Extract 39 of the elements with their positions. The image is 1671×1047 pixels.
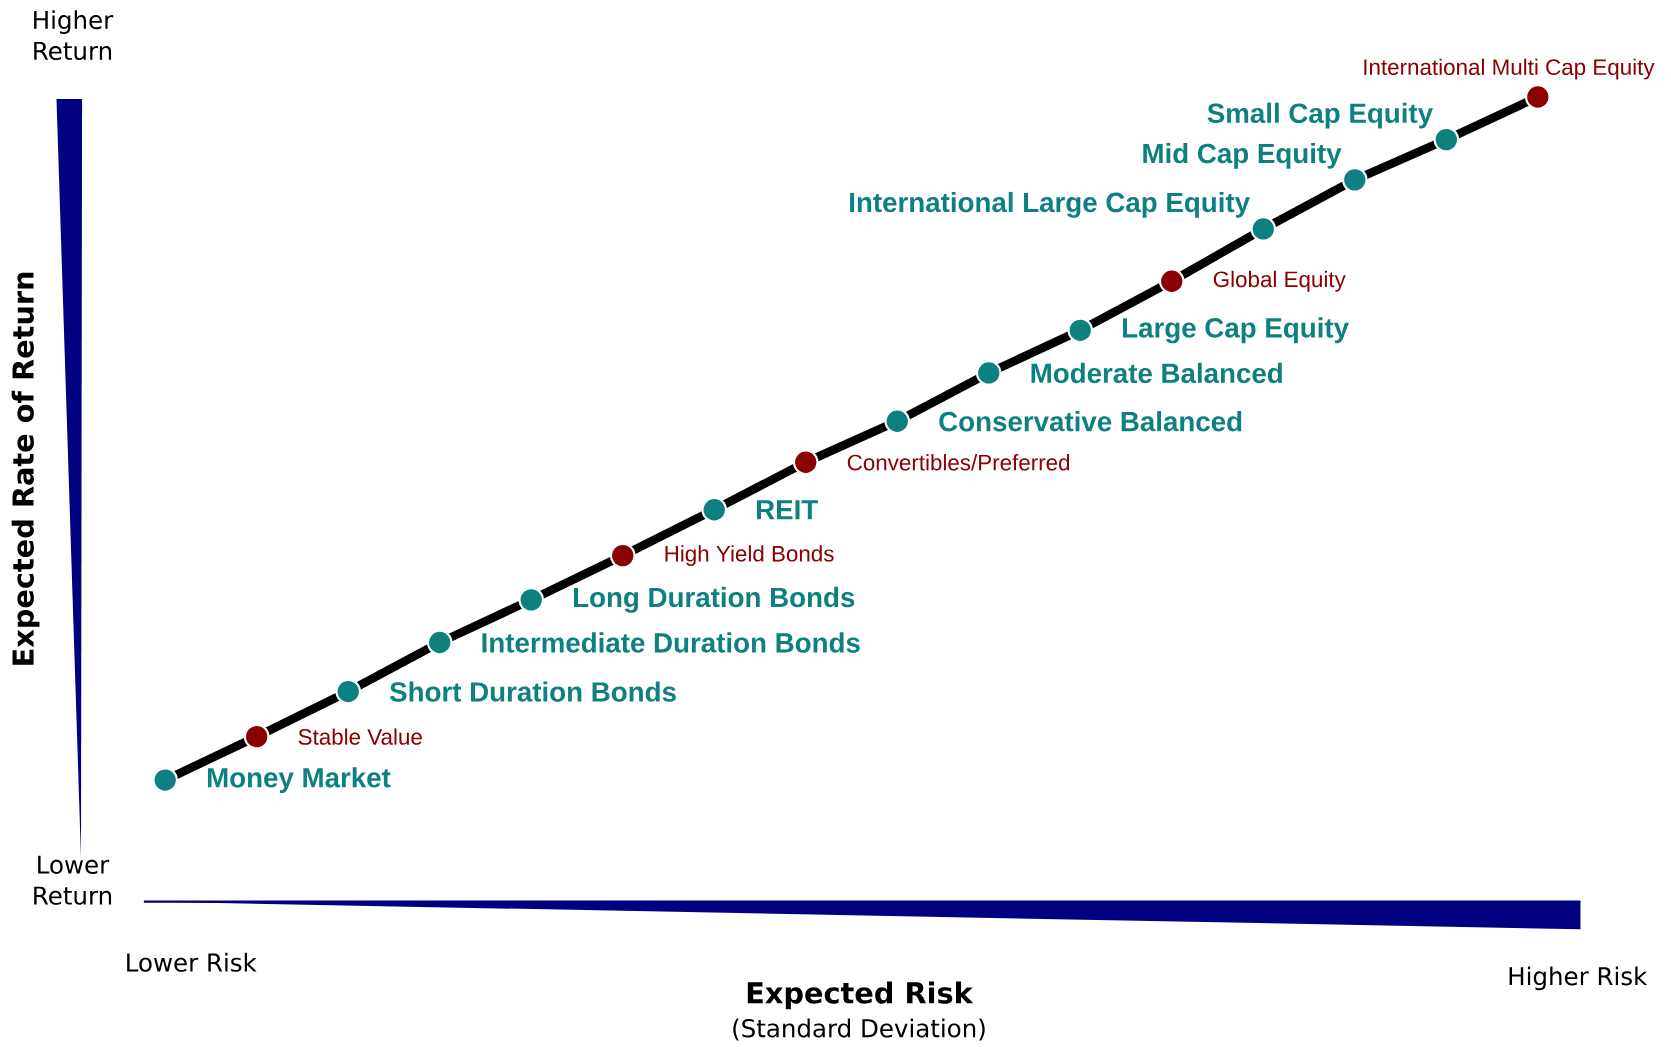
point bbox=[701, 497, 728, 523]
annotation: Small Cap Equity bbox=[1207, 102, 1433, 129]
annotation: Intermediate Duration Bonds bbox=[482, 632, 860, 653]
text: Higher Return bbox=[34, 10, 114, 61]
point bbox=[1250, 216, 1277, 242]
point bbox=[975, 360, 1002, 386]
annotation: Global Equity bbox=[1213, 271, 1346, 292]
annotation: Mid Cap Equity bbox=[1143, 143, 1342, 169]
point bbox=[152, 767, 178, 794]
annotation: REIT bbox=[757, 500, 818, 520]
text: (Standard Deviation) bbox=[733, 1018, 985, 1041]
x-axis-title: Expected Risk bbox=[747, 981, 974, 1010]
text: Lower Risk bbox=[127, 953, 257, 973]
annotation: Moderate Balanced bbox=[1031, 363, 1282, 384]
point bbox=[1158, 268, 1185, 295]
annotation: Short Duration Bonds bbox=[389, 681, 676, 702]
annotation: Stable Value bbox=[298, 728, 422, 746]
point bbox=[1433, 127, 1460, 153]
point bbox=[518, 587, 545, 613]
text: International Multi Cap Equity bbox=[1364, 58, 1655, 80]
text: Higher Risk bbox=[1509, 966, 1648, 991]
point bbox=[426, 629, 453, 656]
annotation: Convertibles/Preferred bbox=[847, 454, 1070, 471]
annotation: Conservative Balanced bbox=[939, 411, 1242, 432]
point bbox=[243, 724, 270, 750]
annotation: International Large Cap Equity bbox=[850, 192, 1250, 219]
annotation: Money Market bbox=[207, 767, 391, 794]
y-axis-title: Expected Rate of Return bbox=[11, 272, 40, 666]
annotation: Long Duration Bonds bbox=[573, 587, 855, 614]
point bbox=[792, 449, 819, 476]
annotation: High Yield Bonds bbox=[665, 545, 834, 567]
point bbox=[1067, 317, 1094, 344]
annotation: Large Cap Equity bbox=[1123, 317, 1349, 344]
text: Lower Return bbox=[34, 855, 112, 906]
point bbox=[335, 679, 361, 705]
point bbox=[609, 543, 636, 569]
point bbox=[1525, 84, 1551, 110]
point bbox=[884, 408, 911, 435]
point bbox=[1342, 167, 1368, 193]
